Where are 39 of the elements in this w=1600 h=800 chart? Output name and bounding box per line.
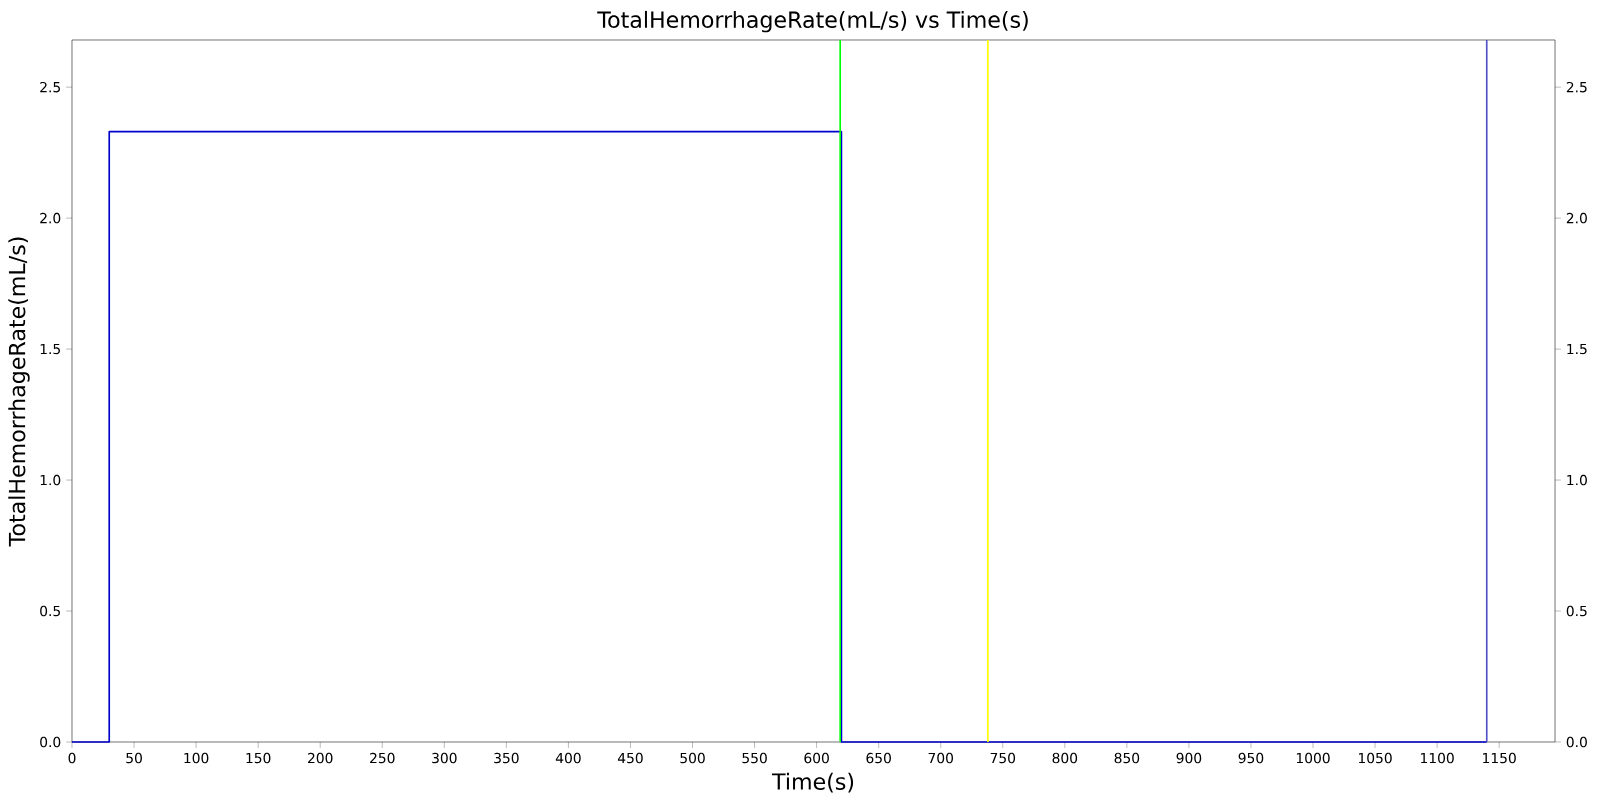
x-tick-label: 0 — [68, 752, 76, 764]
x-tick-label: 800 — [1052, 752, 1078, 764]
x-tick-label: 100 — [184, 752, 209, 764]
y2-tick-label: 2.5 — [1566, 81, 1587, 93]
x-tick-label: 850 — [1114, 752, 1140, 764]
y2-tick-label: 1.5 — [1567, 343, 1587, 355]
chart-title: TotalHemorrhageRate(mL/s) vs Time(s) — [597, 10, 1028, 33]
x-tick-label: 350 — [494, 752, 519, 764]
x-tick-label: 600 — [804, 752, 829, 764]
x-tick-label: 200 — [308, 752, 333, 764]
y-tick-label: 2.5 — [40, 81, 60, 93]
y-tick-label: 1.0 — [40, 474, 61, 486]
x-tick-label: 700 — [928, 752, 953, 764]
x-tick-label: 500 — [680, 752, 705, 764]
y2-tick-label: 0.5 — [1566, 605, 1587, 617]
x-tick-label: 1050 — [1358, 752, 1392, 764]
y2-tick-label: 0.0 — [1566, 736, 1587, 748]
x-tick-label: 300 — [432, 752, 457, 764]
x-tick-label: 650 — [866, 752, 891, 764]
x-tick-label: 450 — [617, 752, 643, 764]
y2-tick-label: 1.0 — [1567, 474, 1587, 486]
y-tick-label: 1.5 — [40, 343, 60, 355]
x-tick-label: 1100 — [1421, 752, 1454, 764]
x-axis-title: Time(s) — [771, 772, 854, 793]
x-tick-label: 150 — [246, 752, 271, 764]
x-tick-label: 950 — [1238, 752, 1264, 764]
x-tick-label: 750 — [990, 752, 1016, 764]
y-axis-title: TotalHemorrhageRate(mL/s) — [8, 237, 30, 547]
x-tick-label: 900 — [1176, 752, 1202, 764]
y-tick-label: 0.0 — [40, 736, 61, 748]
y-tick-label: 2.0 — [40, 212, 61, 224]
x-tick-label: 400 — [555, 752, 581, 764]
x-tick-label: 1000 — [1296, 752, 1330, 764]
y-tick-label: 0.5 — [40, 605, 60, 617]
x-tick-label: 250 — [370, 752, 395, 764]
x-tick-label: 550 — [742, 752, 767, 764]
x-tick-label: 50 — [126, 752, 142, 764]
y2-tick-label: 2.0 — [1566, 212, 1587, 224]
x-tick-label: 1150 — [1483, 752, 1516, 764]
